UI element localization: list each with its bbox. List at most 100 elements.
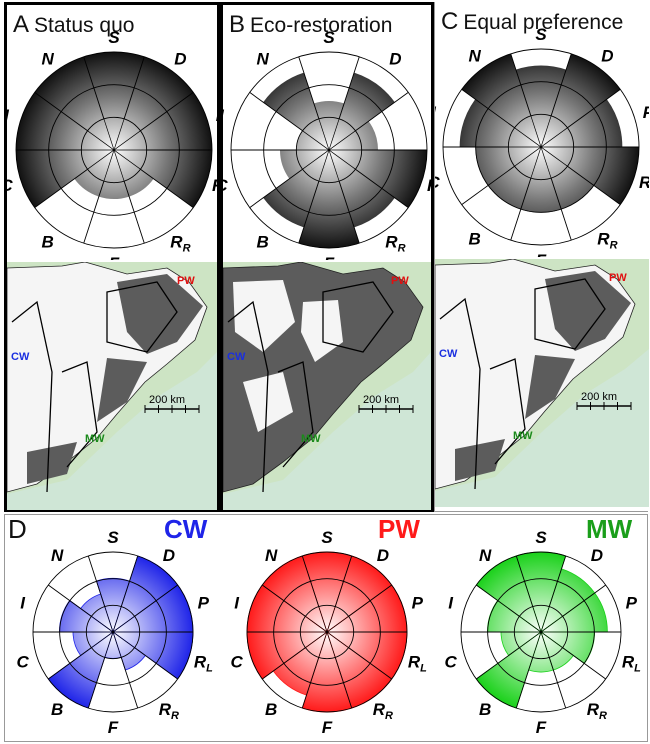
rose-axis-label: RR: [597, 229, 617, 251]
rose-axis-label: N: [468, 47, 481, 66]
rose-sector-f: [298, 150, 360, 249]
map-watershed-outline: [322, 281, 394, 353]
rose-sector-n: [34, 56, 114, 150]
map-sea: [223, 352, 431, 510]
rose-axis-label: C: [223, 176, 228, 195]
rose-axis-label: P: [431, 106, 437, 125]
rose-axis-label: RR: [385, 232, 405, 254]
rose-sector-s: [83, 52, 145, 150]
panel-letter: A: [13, 11, 30, 38]
rose-spoke: [262, 584, 306, 617]
rose-sector-s: [313, 101, 345, 150]
status-quo-rose-chart: S D P RL RR F B C I N: [7, 28, 223, 260]
rose-spoke: [301, 555, 320, 607]
rose-spoke: [48, 647, 92, 680]
rose-axis-label: RL: [427, 176, 437, 198]
rose-sector-d: [114, 56, 194, 150]
rose-spoke: [461, 89, 515, 129]
rose-axis-label: RR: [587, 700, 607, 722]
rose-sector-s: [515, 65, 567, 147]
rose-axis-label: P: [643, 103, 649, 122]
rose-axis-label: F: [108, 718, 119, 737]
cw-map-label: CW: [11, 351, 30, 363]
rose-spoke: [134, 584, 178, 617]
rose-spoke: [83, 56, 105, 120]
rose-sector-b: [263, 150, 329, 228]
equal-preference-map: PW CW MW 200 km: [435, 259, 649, 507]
rose-axis-label: D: [591, 546, 603, 565]
rose-spoke: [249, 92, 303, 132]
rose-axis-label: RR: [159, 700, 179, 722]
rose-spoke: [120, 555, 139, 607]
rose-axis-label: B: [256, 232, 268, 251]
rose-axis-label: B: [41, 232, 53, 251]
rose-axis-label: C: [445, 652, 458, 671]
rose-spoke: [34, 168, 88, 208]
rose-spoke: [249, 168, 303, 208]
panel-title-text: Status quo: [34, 14, 135, 37]
rose-spoke: [562, 584, 606, 617]
rose-axis-label: N: [256, 50, 269, 69]
rose-axis-label: RR: [170, 232, 190, 254]
rose-axis-label: N: [479, 546, 492, 565]
rose-sector-i: [459, 99, 541, 147]
rose-spoke: [334, 555, 353, 607]
rose-spoke: [476, 647, 520, 680]
rose-spoke: [567, 165, 621, 205]
rose-spoke: [510, 177, 532, 241]
rose-sector-i: [296, 130, 329, 150]
map-patch: [233, 280, 295, 352]
rose-spoke: [87, 130, 141, 170]
rose-spoke: [338, 180, 360, 244]
map-watershed-outline: [534, 278, 606, 350]
rose-sector-rl: [114, 150, 212, 208]
rose-spoke: [461, 165, 515, 205]
rose-axis-label: S: [108, 28, 120, 47]
rose-axis-label: B: [51, 700, 63, 719]
eco-restoration-map: PW CW MW 200 km: [223, 262, 431, 510]
map-watershed-outline: [439, 297, 481, 490]
map-watershed-outline: [61, 361, 98, 468]
rose-axis-label: RL: [639, 173, 649, 195]
rose-sector-d: [329, 72, 395, 150]
map-patch: [301, 300, 343, 362]
rose-axis-label: B: [265, 700, 277, 719]
rose-spoke: [550, 53, 572, 117]
mw-rose-chart: S D P RL RR F B C I N: [445, 528, 642, 737]
rose-spoke: [355, 92, 409, 132]
rose-axis-label: F: [536, 251, 547, 257]
rose-spoke: [548, 657, 567, 709]
rose-sector-b: [74, 150, 114, 197]
rose-spoke: [515, 657, 534, 709]
map-scale-label: 200 km: [363, 394, 399, 406]
rose-sector-p: [329, 121, 378, 150]
rose-sector-d: [541, 53, 621, 147]
rose-axis-label: N: [51, 546, 64, 565]
rose-spoke: [476, 584, 520, 617]
rose-axis-label: S: [323, 28, 335, 47]
rose-axis-label: S: [107, 528, 119, 547]
rose-spoke: [87, 555, 106, 607]
pw-map-label: PW: [609, 272, 627, 284]
map-patch: [243, 372, 293, 432]
rose-axis-label: RL: [622, 652, 641, 674]
rose-spoke: [355, 168, 409, 208]
rose-spoke: [510, 53, 532, 117]
map-watershed-outline: [227, 300, 269, 493]
rose-sector-rr: [114, 150, 154, 197]
rose-sector-p: [541, 99, 623, 147]
rose-spoke: [83, 180, 105, 244]
panel-a-title: A Status quo: [13, 11, 134, 39]
cw-rose-chart: S D P RL RR F B C I N: [17, 528, 214, 737]
pw-map-label: PW: [177, 275, 195, 287]
rose-spoke: [120, 657, 139, 709]
rose-axis-label: C: [435, 173, 440, 192]
rose-axis-label: RL: [212, 176, 223, 198]
map-watershed-outline: [11, 300, 53, 493]
map-watershed-outline: [489, 358, 526, 465]
rose-sector-rl: [541, 147, 639, 205]
